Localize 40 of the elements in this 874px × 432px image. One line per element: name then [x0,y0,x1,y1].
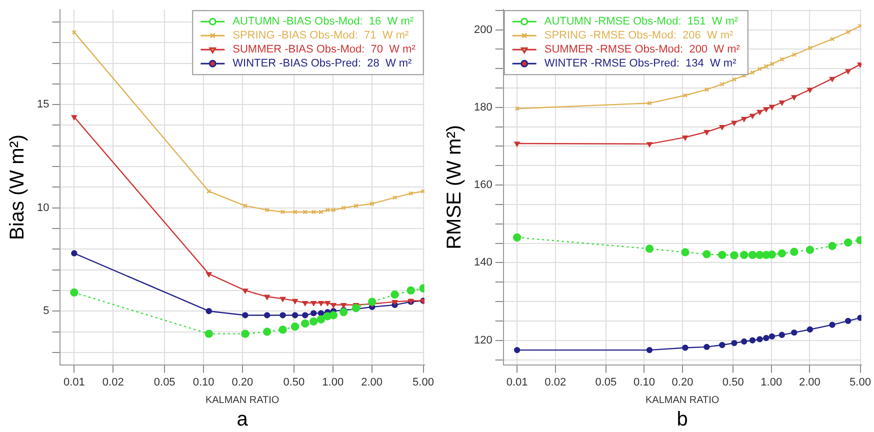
x-tick-label: 5.00 [850,376,871,388]
x-tick-label: 2.00 [361,376,383,388]
y-tick-label: 120 [474,334,492,346]
legend-label: AUTUMN -BIAS Obs-Mod: 16 W m² [232,16,414,28]
x-tick-label: 0.01 [506,376,528,388]
x-tick-label: 0.20 [232,376,254,388]
x-tick-label: 0.02 [544,376,566,388]
y-tick-label: 15 [36,98,50,111]
y-tick-label: 160 [474,179,492,192]
x-tick-label: 0.01 [63,376,85,388]
legend-label: SPRING -BIAS Obs-Mod: 71 W m² [232,30,409,42]
x-axis-title: KALMAN RATIO [645,394,720,406]
x-tick-label: 0.50 [283,376,305,388]
legend-label: AUTUMN -RMSE Obs-Mod: 151 W m² [544,16,738,28]
legend-label: SUMMER -BIAS Obs-Mod: 70 W m² [232,44,416,56]
x-tick-label: 5.00 [412,376,434,388]
y-tick-label: 180 [474,101,492,114]
y-tick-label: 140 [474,256,492,269]
y-tick-label: 5 [43,305,50,318]
x-tick-label: 0.02 [102,376,124,388]
x-tick-label: 2.00 [798,376,820,388]
x-tick-label: 0.10 [192,376,214,388]
legend-label: SPRING -RMSE Obs-Mod: 206 W m² [544,30,734,42]
legend-label: WINTER -RMSE Obs-Pred: 134 W m² [544,58,737,70]
legend-label: WINTER -BIAS Obs-Pred: 28 W m² [232,58,412,70]
x-axis-title: KALMAN RATIO [205,394,280,406]
x-tick-label: 1.00 [322,376,344,388]
x-tick-label: 0.10 [634,376,655,388]
y-axis-title: RMSE (W m²) [444,124,466,250]
x-tick-label: 0.05 [154,376,176,388]
text: a [236,408,249,431]
x-tick-label: 0.20 [672,376,694,388]
text: b [676,408,688,431]
x-tick-label: 0.05 [595,376,617,388]
x-tick-label: 1.00 [760,376,782,388]
y-tick-label: 10 [36,202,50,214]
x-tick-label: 0.50 [722,376,744,388]
legend-label: SUMMER -RMSE Obs-Mod: 200 W m² [544,44,740,56]
y-tick-label: 200 [474,24,492,36]
y-axis-title: Bias (W m²) [6,134,29,240]
